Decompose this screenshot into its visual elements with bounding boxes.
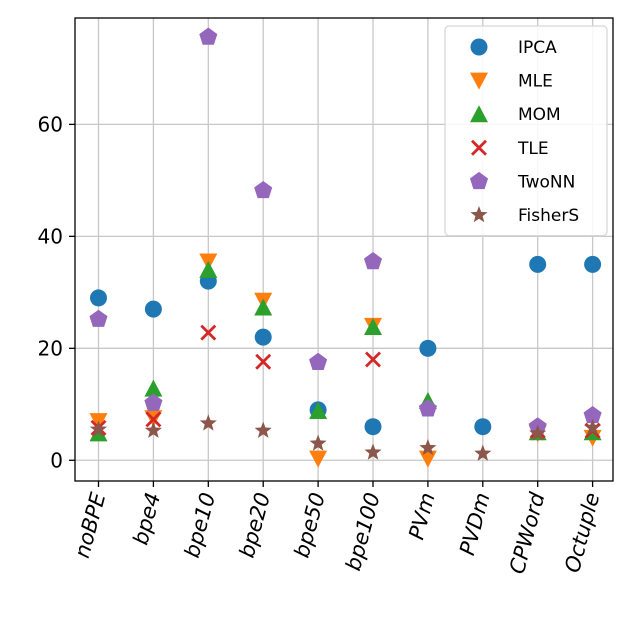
data-point-fishers (254, 421, 272, 438)
legend: IPCA MLE MOM TLE TwoNN FisherS (444, 25, 608, 237)
data-point-twonn (89, 309, 108, 327)
data-point-mle (418, 450, 437, 468)
x-tick-label: bpe10 (180, 490, 220, 560)
data-point-mle (309, 450, 328, 468)
data-points (89, 27, 602, 468)
x-tick-label: PVm (404, 490, 439, 542)
data-point-tle (255, 353, 272, 370)
data-point-fishers (309, 434, 327, 451)
x-tick-label: bpe100 (341, 490, 385, 573)
legend-label: TLE (517, 139, 549, 159)
data-point-twonn (254, 180, 273, 199)
data-point-tle (200, 324, 217, 341)
data-point-fishers (419, 438, 437, 456)
series-tle (90, 324, 601, 439)
x-tick-label: bpe50 (290, 490, 330, 560)
x-tick-label: bpe20 (235, 490, 275, 560)
data-point-ipca (364, 418, 382, 436)
y-tick-label: 60 (38, 112, 63, 136)
data-point-fishers (529, 424, 547, 441)
series-mom (89, 260, 602, 442)
data-point-ipca (529, 255, 547, 273)
legend-label: MOM (518, 105, 561, 125)
x-axis: noBPE bpe4 bpe10 bpe20 bpe50 bpe100 PVm PVDm CPW… (70, 481, 604, 576)
data-point-mom (199, 260, 218, 278)
data-point-fishers (199, 414, 217, 431)
data-point-fishers (584, 418, 602, 436)
data-point-fishers (364, 443, 382, 460)
data-point-fishers (144, 421, 162, 438)
data-point-ipca (419, 339, 437, 357)
legend-marker-mle (470, 72, 488, 90)
data-point-tle (145, 411, 162, 428)
legend-marker-mom (470, 105, 488, 123)
x-tick-label: noBPE (70, 489, 111, 560)
y-axis: 0 20 40 60 (38, 112, 75, 472)
legend-label: MLE (518, 72, 553, 92)
x-tick-label: Octuple (560, 490, 604, 575)
data-point-fishers (89, 420, 108, 437)
data-point-ipca (584, 255, 602, 273)
data-point-twonn (199, 27, 218, 45)
data-point-twonn (144, 393, 163, 411)
data-point-ipca (474, 418, 492, 436)
legend-marker-twonn (469, 171, 489, 190)
legend-marker-tle (471, 139, 487, 156)
series-mle (89, 253, 602, 468)
data-point-mom (309, 402, 328, 420)
data-point-twonn (583, 406, 602, 424)
series-fishers (89, 414, 602, 461)
y-tick-label: 20 (38, 336, 63, 360)
data-point-twonn (309, 352, 328, 370)
axes-frame (74, 17, 614, 482)
y-tick-label: 40 (38, 224, 63, 248)
data-point-twonn (418, 399, 437, 417)
legend-label: TwoNN (517, 172, 575, 192)
data-point-mom (254, 298, 273, 316)
series-ipca (90, 255, 602, 436)
x-tick-label: PVDm (455, 490, 495, 558)
y-tick-label: 0 (50, 448, 63, 472)
data-point-mom (144, 379, 163, 397)
data-point-fishers (474, 444, 492, 461)
data-point-ipca (90, 289, 107, 307)
x-tick-label: CPWord (505, 489, 550, 576)
x-tick-label: bpe4 (128, 490, 165, 547)
legend-label: IPCA (518, 38, 557, 58)
legend-marker-fishers (470, 206, 488, 223)
data-point-twonn (363, 252, 383, 270)
data-point-tle (365, 351, 381, 368)
data-point-ipca (144, 300, 162, 318)
legend-label: FisherS (518, 206, 579, 226)
legend-marker-ipca (470, 38, 488, 56)
data-point-ipca (254, 328, 272, 346)
data-point-mom (364, 318, 382, 336)
